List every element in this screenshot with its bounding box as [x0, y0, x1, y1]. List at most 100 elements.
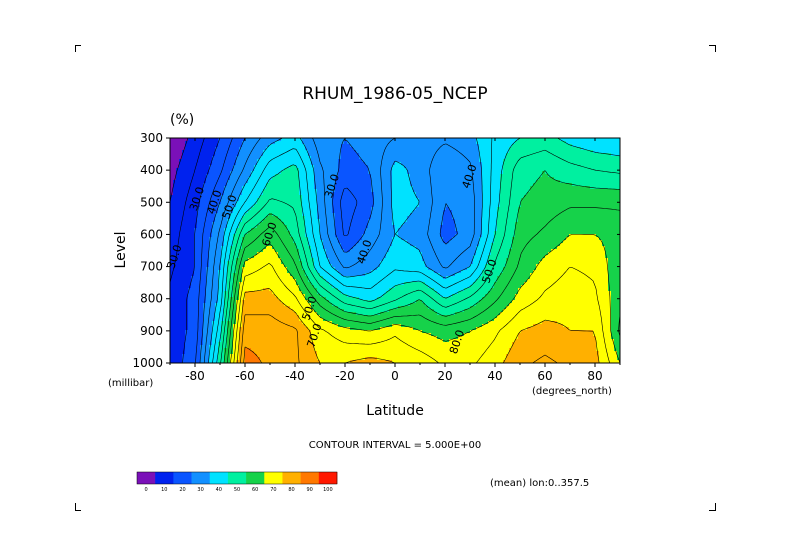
contour-cell — [230, 171, 234, 175]
contour-cell — [377, 204, 381, 208]
contour-cell — [434, 195, 438, 199]
contour-cell — [221, 144, 225, 148]
contour-cell — [422, 210, 426, 214]
contour-cell — [584, 192, 588, 196]
contour-cell — [500, 222, 504, 226]
contour-cell — [488, 141, 492, 145]
contour-cell — [176, 189, 180, 193]
contour-cell — [464, 144, 468, 148]
contour-cell — [209, 165, 213, 169]
contour-cell — [341, 198, 345, 202]
contour-cell — [287, 234, 291, 238]
contour-cell — [491, 177, 495, 181]
contour-cell — [212, 186, 216, 190]
contour-cell — [236, 210, 240, 214]
contour-cell — [215, 201, 219, 205]
contour-cell — [182, 213, 186, 217]
contour-cell — [383, 192, 387, 196]
contour-cell — [269, 138, 273, 142]
contour-cell — [575, 180, 579, 184]
contour-cell — [371, 216, 375, 220]
contour-cell — [194, 186, 198, 190]
contour-cell — [617, 165, 620, 169]
contour-cell — [461, 225, 465, 229]
contour-cell — [299, 162, 303, 166]
contour-cell — [596, 231, 600, 235]
contour-cell — [359, 234, 363, 238]
contour-cell — [437, 177, 441, 181]
contour-cell — [314, 171, 318, 175]
contour-cell — [308, 147, 312, 151]
contour-cell — [395, 183, 399, 187]
contour-cell — [392, 186, 396, 190]
contour-cell — [518, 147, 522, 151]
contour-cell — [308, 228, 312, 232]
contour-cell — [317, 231, 321, 235]
contour-cell — [425, 162, 429, 166]
contour-cell — [584, 165, 588, 169]
contour-cell — [200, 177, 204, 181]
contour-cell — [185, 162, 189, 166]
contour-cell — [278, 195, 282, 199]
contour-cell — [260, 171, 264, 175]
contour-cell — [452, 141, 456, 145]
contour-cell — [578, 141, 582, 145]
contour-cell — [299, 213, 303, 217]
contour-cell — [572, 171, 576, 175]
contour-cell — [170, 219, 174, 223]
contour-cell — [407, 195, 411, 199]
contour-cell — [377, 153, 381, 157]
contour-cell — [233, 156, 237, 160]
contour-cell — [329, 192, 333, 196]
contour-cell — [209, 141, 213, 145]
contour-cell — [437, 207, 441, 211]
contour-cell — [530, 228, 534, 232]
contour-cell — [434, 234, 438, 238]
contour-cell — [185, 174, 189, 178]
contour-cell — [446, 180, 450, 184]
contour-cell — [437, 141, 441, 145]
contour-cell — [203, 153, 207, 157]
contour-cell — [293, 162, 297, 166]
contour-cell — [377, 219, 381, 223]
contour-cell — [524, 186, 528, 190]
contour-cell — [455, 156, 459, 160]
contour-cell — [320, 216, 324, 220]
contour-cell — [185, 222, 189, 226]
contour-cell — [458, 213, 462, 217]
contour-cell — [344, 231, 348, 235]
contour-cell — [512, 171, 516, 175]
contour-cell — [398, 210, 402, 214]
contour-cell — [278, 159, 282, 163]
contour-cell — [587, 198, 591, 202]
contour-cell — [257, 168, 261, 172]
contour-cell — [593, 183, 597, 187]
contour-cell — [410, 222, 414, 226]
contour-cell — [353, 162, 357, 166]
contour-cell — [581, 159, 585, 163]
contour-cell — [515, 228, 519, 232]
contour-cell — [614, 234, 618, 238]
contour-cell — [221, 222, 225, 226]
contour-cell — [221, 141, 225, 145]
contour-cell — [383, 171, 387, 175]
contour-cell — [269, 207, 273, 211]
contour-cell — [173, 213, 177, 217]
contour-cell — [266, 141, 270, 145]
contour-cell — [518, 198, 522, 202]
contour-cell — [527, 177, 531, 181]
contour-cell — [227, 168, 231, 172]
contour-cell — [449, 201, 453, 205]
contour-cell — [212, 198, 216, 202]
contour-cell — [176, 213, 180, 217]
contour-cell — [452, 183, 456, 187]
contour-cell — [611, 171, 615, 175]
contour-cell — [314, 195, 318, 199]
contour-cell — [227, 198, 231, 202]
contour-cell — [554, 186, 558, 190]
contour-cell — [200, 231, 204, 235]
contour-cell — [398, 195, 402, 199]
contour-cell — [512, 207, 516, 211]
contour-cell — [305, 159, 309, 163]
contour-cell — [242, 228, 246, 232]
